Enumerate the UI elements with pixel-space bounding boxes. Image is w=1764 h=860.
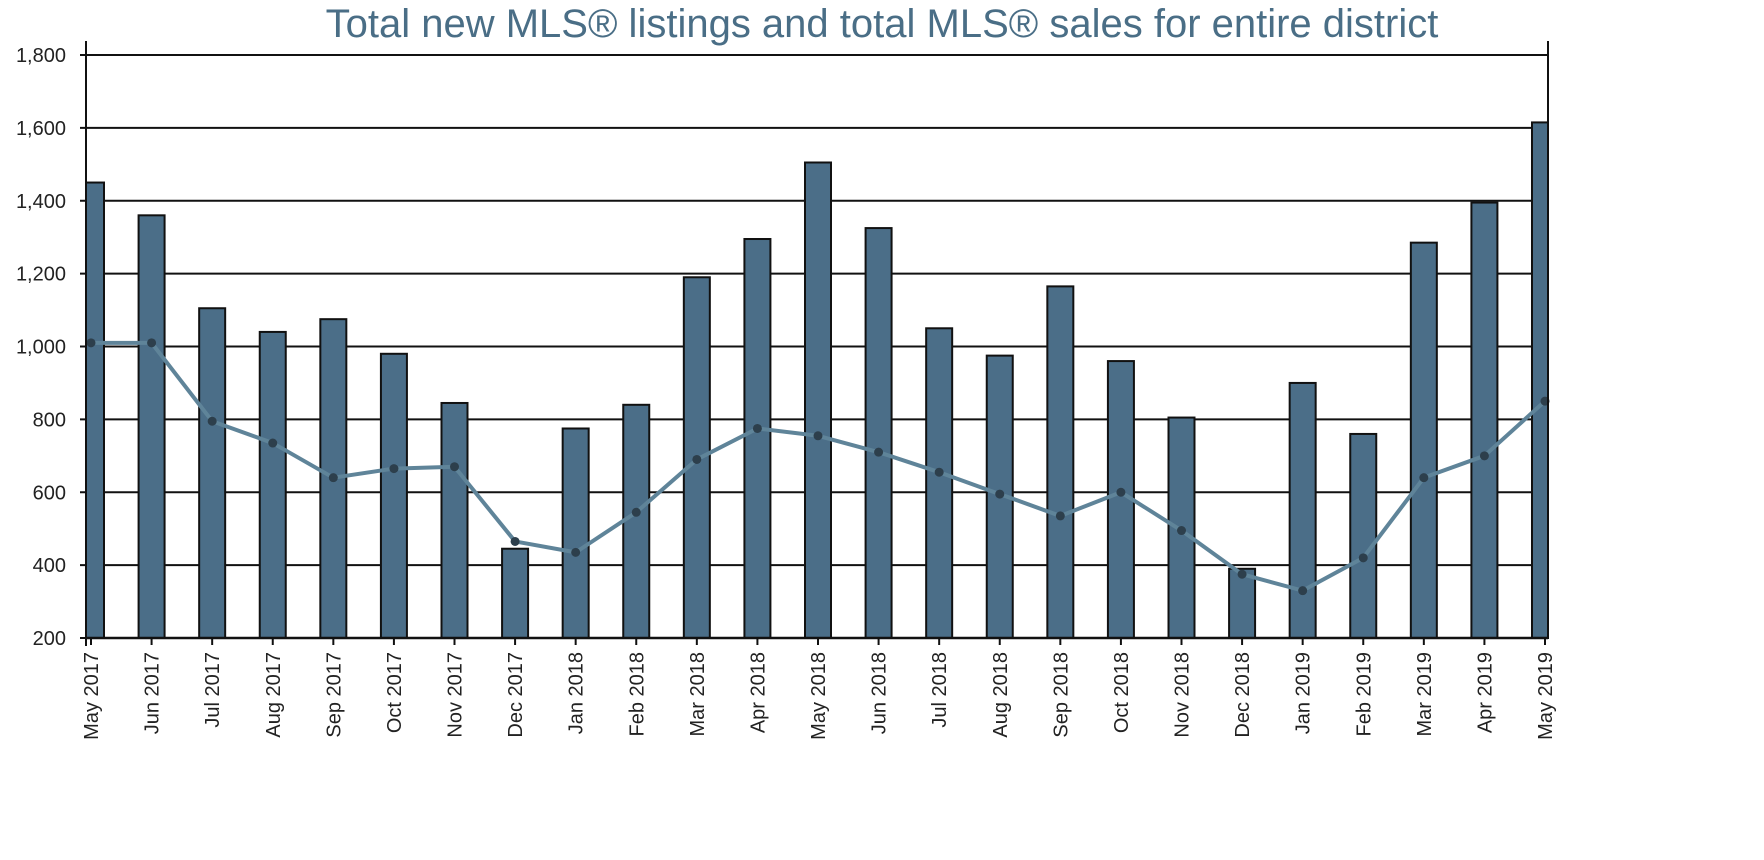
- sales-point-6: [450, 462, 459, 472]
- x-tick-label-0: May 2017: [81, 652, 103, 740]
- sales-point-20: [1298, 586, 1308, 596]
- listings-bar-19: [1228, 567, 1257, 639]
- y-tick-label-800: 800: [33, 409, 66, 431]
- listings-bar-7: [501, 547, 530, 640]
- chart-title: Total new MLS® listings and total MLS® s…: [325, 2, 1439, 46]
- listings-bar-16: [1046, 285, 1075, 639]
- x-tick-label-15: Aug 2018: [990, 652, 1012, 738]
- x-tick-label-11: Apr 2018: [747, 652, 769, 733]
- sales-point-5: [389, 464, 399, 474]
- y-tick-label-1800: 1,800: [16, 45, 66, 67]
- listings-bar-3: [258, 330, 287, 639]
- sales-point-1: [147, 338, 157, 348]
- x-tick-label-21: Feb 2019: [1353, 652, 1375, 737]
- sales-point-7: [510, 536, 520, 546]
- sales-point-3: [268, 438, 278, 448]
- sales-point-18: [1177, 526, 1186, 536]
- axes: [80, 41, 1549, 646]
- listings-bar-8: [561, 427, 590, 639]
- listings-bar-12: [804, 161, 832, 639]
- x-tick-label-12: May 2018: [808, 652, 830, 740]
- sales-point-0: [86, 338, 96, 348]
- sales-point-23: [1479, 451, 1489, 461]
- sales-point-13: [874, 447, 884, 457]
- sales-point-8: [571, 547, 581, 557]
- sales-point-19: [1237, 569, 1247, 579]
- y-tick-label-200: 200: [33, 628, 66, 650]
- x-tick-label-16: Sep 2018: [1050, 652, 1072, 738]
- sales-point-15: [995, 489, 1005, 499]
- x-tick-label-13: Jun 2018: [869, 652, 891, 734]
- listings-bar-6: [440, 401, 469, 639]
- listings-bar-5: [379, 352, 408, 639]
- x-tick-label-3: Aug 2017: [263, 652, 285, 738]
- x-tick-label-1: Jun 2017: [142, 652, 164, 734]
- x-tick-labels: May 2017 Jun 2017 Jul 2017 Aug 2017 Sep 2017…: [81, 652, 1557, 740]
- listings-bar-2: [198, 307, 227, 639]
- x-tick-label-8: Jan 2018: [566, 652, 588, 734]
- listings-bars: [85, 121, 1549, 640]
- sales-point-17: [1116, 487, 1126, 497]
- y-tick-label-400: 400: [33, 555, 66, 577]
- listings-bar-23: [1470, 201, 1499, 639]
- x-tick-label-19: Dec 2018: [1232, 652, 1254, 738]
- sales-point-22: [1419, 473, 1429, 483]
- x-tick-label-7: Dec 2017: [505, 652, 527, 738]
- listings-bar-22: [1409, 241, 1438, 639]
- x-tick-label-17: Oct 2018: [1111, 652, 1133, 733]
- listings-bar-13: [864, 227, 893, 639]
- x-tick-label-20: Jan 2019: [1293, 652, 1315, 734]
- x-tick-label-2: Jul 2017: [202, 652, 224, 728]
- sales-point-9: [631, 507, 641, 517]
- x-tick-label-24: May 2019: [1535, 652, 1557, 740]
- y-tick-label-1600: 1,600: [16, 118, 66, 140]
- listings-bar-0: [85, 181, 105, 639]
- sales-point-4: [328, 473, 338, 483]
- y-tick-label-1400: 1,400: [16, 191, 66, 213]
- sales-point-2: [207, 416, 217, 426]
- y-tick-labels: 200 400 600 800 1,000 1,200 1,400 1,600 1,800: [16, 45, 66, 650]
- listings-bar-24: [1531, 121, 1549, 640]
- listings-bar-20: [1288, 381, 1317, 639]
- sales-point-12: [813, 431, 823, 441]
- listings-bar-14: [925, 327, 954, 639]
- y-tick-label-1200: 1,200: [16, 264, 66, 286]
- x-tick-label-9: Feb 2018: [626, 652, 648, 737]
- listings-bar-1: [137, 214, 166, 639]
- sales-point-10: [692, 454, 702, 464]
- listings-bar-9: [622, 403, 651, 639]
- x-tick-label-22: Mar 2019: [1414, 652, 1436, 737]
- sales-point-21: [1358, 553, 1368, 563]
- x-tick-label-6: Nov 2017: [445, 652, 467, 738]
- x-tick-label-4: Sep 2017: [323, 652, 345, 738]
- listings-bar-11: [743, 238, 772, 639]
- y-tick-label-1000: 1,000: [16, 337, 66, 359]
- sales-point-11: [752, 423, 762, 433]
- x-tick-label-18: Nov 2018: [1172, 652, 1194, 738]
- sales-point-14: [934, 467, 944, 477]
- x-tick-label-10: Mar 2018: [687, 652, 709, 737]
- x-tick-label-14: Jul 2018: [929, 652, 951, 728]
- listings-bar-21: [1349, 432, 1378, 640]
- x-tick-label-5: Oct 2017: [384, 652, 406, 733]
- y-tick-label-600: 600: [33, 482, 66, 504]
- x-tick-label-23: Apr 2019: [1474, 652, 1496, 733]
- sales-point-16: [1055, 511, 1065, 521]
